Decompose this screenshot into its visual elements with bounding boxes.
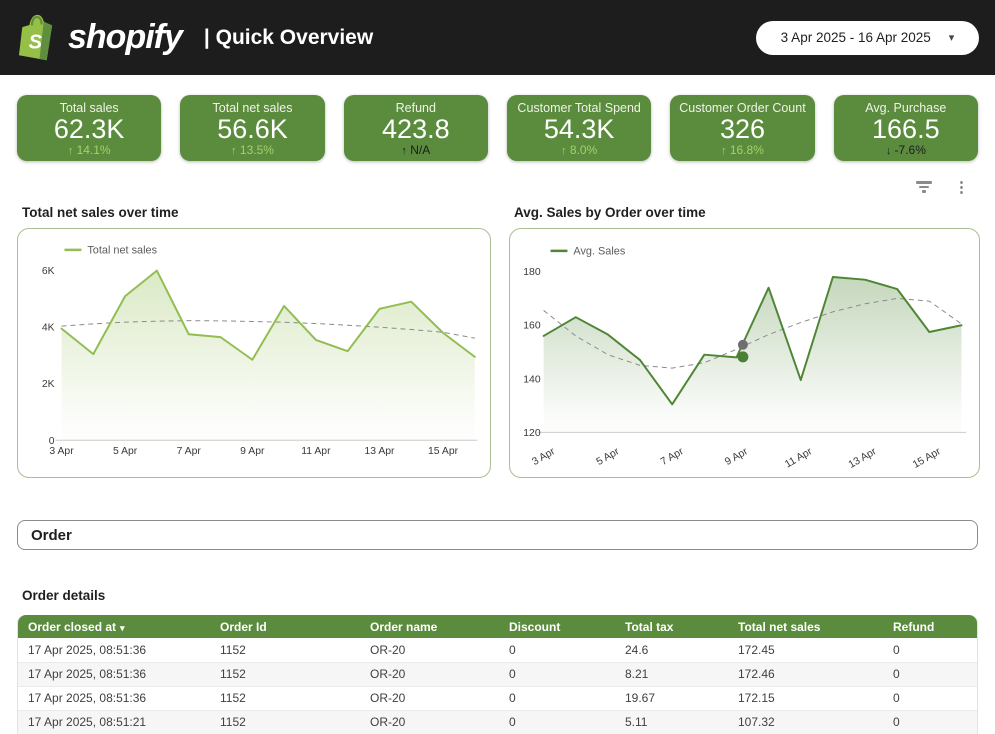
chart-title: Avg. Sales by Order over time bbox=[514, 205, 706, 220]
order-section-header[interactable]: Order bbox=[17, 520, 978, 550]
app-header: S shopify | Quick Overview 3 Apr 2025 - … bbox=[0, 0, 995, 75]
svg-text:Avg. Sales: Avg. Sales bbox=[573, 245, 625, 257]
svg-text:7 Apr: 7 Apr bbox=[177, 446, 202, 457]
kpi-value: 326 bbox=[719, 113, 765, 144]
avg-sales-chart[interactable]: 120 140 160 180 3 Apr 5 Apr 7 Apr 9 Apr 11 Apr 13… bbox=[510, 229, 979, 477]
order-details-table: Order closed at ▾ Order Id Order name Dis… bbox=[17, 615, 978, 734]
charts-row: Total net sales over time 0 2K 4K 6K 3 Apr 5 … bbox=[17, 205, 980, 478]
table-header-row: Order closed at ▾ Order Id Order name Dis… bbox=[18, 615, 977, 638]
kpi-delta: ↑ 14.1% bbox=[67, 142, 111, 157]
svg-text:15 Apr: 15 Apr bbox=[428, 446, 459, 457]
column-discount[interactable]: Discount bbox=[499, 615, 615, 638]
arrow-up-icon: ↑ bbox=[721, 144, 727, 157]
order-details-title: Order details bbox=[22, 588, 106, 603]
chart-panel: 0 2K 4K 6K 3 Apr 5 Apr 7 Apr 9 Apr 11 Apr 13 Apr 1… bbox=[17, 228, 491, 478]
kpi-label: Customer Order Count bbox=[679, 100, 806, 115]
kpi-delta: ↑ 8.0% bbox=[561, 142, 598, 157]
svg-text:13 Apr: 13 Apr bbox=[847, 446, 879, 471]
sort-desc-icon: ▾ bbox=[120, 622, 125, 633]
svg-text:11 Apr: 11 Apr bbox=[301, 446, 331, 457]
kpi-value: 54.3K bbox=[543, 113, 615, 144]
arrow-up-icon: ↑ bbox=[67, 144, 74, 157]
svg-text:120: 120 bbox=[523, 428, 541, 439]
svg-text:160: 160 bbox=[523, 321, 541, 332]
kpi-value: 423.8 bbox=[382, 113, 450, 144]
svg-text:6K: 6K bbox=[42, 266, 55, 277]
kpi-delta: ↑ N/A bbox=[401, 142, 431, 157]
svg-text:11 Apr: 11 Apr bbox=[783, 446, 814, 470]
page-title: | Quick Overview bbox=[203, 25, 374, 49]
kpi-card-avg-purchase: Avg. Purchase 166.5 ↓ -7.6% bbox=[833, 95, 978, 161]
date-range-value: 3 Apr 2025 - 16 Apr 2025 bbox=[780, 30, 931, 45]
kpi-card-customer-total-spend: Customer Total Spend 54.3K ↑ 8.0% bbox=[506, 95, 652, 161]
kpi-row: Total sales 62.3K ↑ 14.1% Total net sale… bbox=[17, 95, 978, 161]
svg-text:4K: 4K bbox=[42, 323, 55, 334]
arrow-up-icon: ↑ bbox=[231, 144, 237, 157]
column-total-tax[interactable]: Total tax bbox=[615, 615, 728, 638]
chart-total-net-sales: Total net sales over time 0 2K 4K 6K 3 Apr 5 … bbox=[17, 205, 491, 478]
svg-text:3 Apr: 3 Apr bbox=[530, 446, 557, 468]
kpi-card-total-net-sales: Total net sales 56.6K ↑ 13.5% bbox=[180, 95, 325, 161]
toolbar: ⋮ bbox=[0, 177, 969, 197]
svg-text:3 Apr: 3 Apr bbox=[49, 446, 74, 457]
table-row: 17 Apr 2025, 08:51:36 1152 OR-20 0 8.21 172.4… bbox=[18, 662, 977, 687]
svg-text:15 Apr: 15 Apr bbox=[911, 446, 943, 471]
order-section-title: Order bbox=[31, 526, 72, 544]
kpi-delta: ↑ 13.5% bbox=[231, 142, 274, 157]
kebab-menu-icon[interactable]: ⋮ bbox=[954, 178, 969, 196]
kpi-label: Refund bbox=[395, 100, 436, 115]
svg-text:13 Apr: 13 Apr bbox=[364, 446, 395, 457]
kpi-delta: ↓ -7.6% bbox=[885, 142, 926, 157]
kpi-label: Avg. Purchase bbox=[865, 100, 947, 115]
chevron-down-icon: ▾ bbox=[948, 32, 955, 44]
svg-text:5 Apr: 5 Apr bbox=[113, 446, 138, 457]
svg-text:180: 180 bbox=[523, 267, 541, 278]
date-range-picker[interactable]: 3 Apr 2025 - 16 Apr 2025 ▾ bbox=[756, 20, 979, 55]
kpi-card-customer-order-count: Customer Order Count 326 ↑ 16.8% bbox=[670, 95, 815, 161]
kpi-label: Total sales bbox=[59, 100, 119, 115]
table-row: 17 Apr 2025, 08:51:21 1152 OR-20 0 5.11 107.3… bbox=[18, 710, 977, 734]
kpi-card-total-sales: Total sales 62.3K ↑ 14.1% bbox=[17, 95, 162, 161]
column-total-net-sales[interactable]: Total net sales bbox=[728, 615, 883, 638]
filter-icon[interactable] bbox=[916, 181, 932, 193]
svg-text:S: S bbox=[29, 31, 43, 53]
kpi-value: 56.6K bbox=[217, 113, 288, 144]
brand: S shopify | Quick Overview bbox=[16, 14, 373, 62]
chart-panel: 120 140 160 180 3 Apr 5 Apr 7 Apr 9 Apr 11 Apr 13… bbox=[509, 228, 980, 478]
svg-text:Total net sales: Total net sales bbox=[87, 244, 157, 256]
kpi-value: 166.5 bbox=[872, 113, 940, 144]
svg-text:9 Apr: 9 Apr bbox=[240, 446, 265, 457]
column-order-closed-at[interactable]: Order closed at ▾ bbox=[18, 615, 210, 638]
shopify-logo-icon: S bbox=[18, 14, 53, 60]
svg-text:0: 0 bbox=[49, 436, 55, 447]
svg-text:5 Apr: 5 Apr bbox=[595, 446, 622, 468]
svg-text:7 Apr: 7 Apr bbox=[659, 446, 686, 468]
arrow-up-icon: ↑ bbox=[401, 144, 407, 157]
table-row: 17 Apr 2025, 08:51:36 1152 OR-20 0 24.6 172.4… bbox=[18, 638, 977, 663]
kpi-label: Customer Total Spend bbox=[517, 100, 641, 115]
column-order-name[interactable]: Order name bbox=[360, 615, 499, 638]
table-row: 17 Apr 2025, 08:51:36 1152 OR-20 0 19.67 172.… bbox=[18, 686, 977, 711]
arrow-down-icon: ↓ bbox=[885, 144, 892, 157]
kpi-label: Total net sales bbox=[212, 100, 293, 115]
arrow-up-icon: ↑ bbox=[561, 144, 567, 157]
kpi-delta: ↑ 16.8% bbox=[721, 142, 764, 157]
brand-wordmark: shopify bbox=[68, 18, 183, 56]
svg-text:2K: 2K bbox=[42, 379, 55, 390]
chart-avg-sales: Avg. Sales by Order over time 120 140 160 1… bbox=[509, 205, 980, 478]
svg-text:9 Apr: 9 Apr bbox=[723, 446, 750, 468]
kpi-card-refund: Refund 423.8 ↑ N/A bbox=[343, 95, 488, 161]
chart-title: Total net sales over time bbox=[22, 205, 179, 220]
total-net-sales-chart[interactable]: 0 2K 4K 6K 3 Apr 5 Apr 7 Apr 9 Apr 11 Apr 13 Apr 1… bbox=[18, 229, 490, 477]
svg-text:140: 140 bbox=[523, 374, 541, 385]
column-order-id[interactable]: Order Id bbox=[210, 615, 360, 638]
column-refund[interactable]: Refund bbox=[883, 615, 977, 638]
kpi-value: 62.3K bbox=[53, 113, 125, 144]
